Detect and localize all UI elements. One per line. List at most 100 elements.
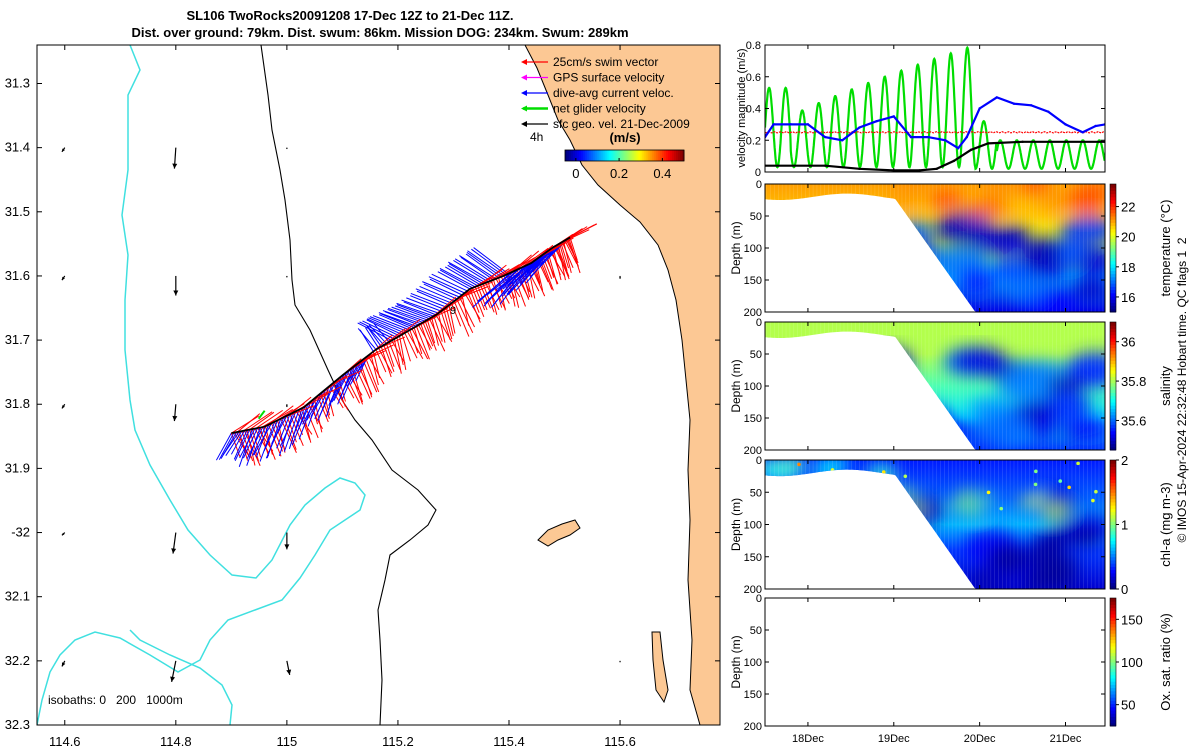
series-point	[926, 135, 930, 139]
land-area	[525, 45, 720, 725]
map-y-tick-label: 31.4	[5, 140, 30, 155]
section-y-tick-label: 200	[744, 584, 762, 596]
isobath-1000m-lower	[129, 629, 233, 725]
label-4h: 4h	[530, 130, 543, 144]
colorbar-tick-label: 16	[1121, 290, 1135, 305]
sfc-velocity-arrow	[61, 403, 66, 409]
map-colorbar-tick-label: 0	[572, 166, 579, 181]
sfc-velocity-arrow	[171, 532, 177, 554]
sfc-velocity-arrow	[170, 660, 177, 682]
velocity-ylabel: velocity magnitude (m/s)	[736, 48, 748, 167]
velocity-y-tick-label: 0.2	[746, 135, 761, 147]
series-point	[1047, 110, 1050, 113]
section-panel-1: 0 50 100 150 200 Depth (m) 16 18 20 22 temperature…	[729, 179, 1173, 319]
section-frame	[764, 597, 1106, 727]
velocity-y-tick-label: 0.6	[746, 72, 761, 84]
figure-title-line1: SL106 TwoRocks20091208 17-Dec 12Z to 21-…	[186, 8, 514, 23]
sfc-velocity-arrow	[619, 275, 621, 279]
series-point	[858, 167, 861, 171]
date-axis: 18Dec 19Dec 20Dec 21Dec	[792, 45, 1082, 745]
sfc-velocity-arrow	[286, 660, 292, 675]
map-y-ticks: 31.3 31.4 31.5 31.6 31.7 31.8 31.9 -32 32.1 32.2 3…	[5, 75, 720, 732]
series-point	[978, 107, 981, 110]
colorbar-tick-label: 35.8	[1121, 374, 1146, 389]
colorbar-tick-label: 20	[1121, 230, 1135, 245]
section-field	[765, 184, 1105, 312]
label-9: 9	[450, 305, 456, 317]
series-point	[918, 169, 921, 172]
section-y-tick-label: 200	[744, 307, 762, 319]
imos-note: © IMOS 15-Apr-2024 22:32:48 Hobart time.…	[1175, 237, 1189, 542]
series-point	[892, 115, 895, 118]
section-y-tick-label: 0	[756, 455, 762, 467]
map-x-tick-label: 115.6	[604, 734, 636, 749]
velocity-y-tick-label: 0.8	[746, 40, 761, 52]
series-point	[995, 96, 999, 99]
sfc-velocity-arrow	[286, 275, 288, 278]
colorbar-tick-label: 150	[1121, 612, 1143, 627]
map-x-tick-label: 115.2	[382, 734, 414, 749]
section-field	[765, 322, 1105, 450]
series-point	[935, 167, 938, 171]
date-tick-label: 19Dec	[878, 733, 910, 745]
map-colorbar-tick-label: 0.4	[653, 166, 671, 181]
isobath-200m	[260, 45, 437, 725]
series-sfc-velocity	[765, 140, 1105, 172]
colorbar-label: salinity	[1158, 366, 1173, 406]
map-y-tick-label: 31.7	[5, 332, 30, 347]
map-panel: 114.6 114.8 115 115.2 115.4 115.6 31.331.431.…	[5, 44, 721, 749]
series-point	[1021, 140, 1024, 144]
sfc-velocity-arrow	[61, 532, 66, 536]
colorbar-tick-label: 2	[1121, 453, 1128, 468]
section-field	[765, 460, 1105, 589]
legend-item: 25cm/s swim vector	[521, 55, 658, 69]
section-y-tick-label: 0	[756, 593, 762, 605]
map-y-tick-label: 31.3	[5, 75, 30, 90]
section-y-tick-label: 150	[744, 275, 762, 287]
section-y-tick-label: 0	[756, 179, 762, 191]
series-point	[1064, 140, 1067, 144]
velocity-y-tick-label: 0	[755, 167, 761, 179]
map-y-tick-label: 31.8	[5, 396, 30, 411]
date-tick-label: 21Dec	[1050, 733, 1082, 745]
section-y-tick-label: 50	[750, 349, 762, 361]
legend-item: net glider velocity	[521, 102, 646, 116]
section-ylabel: Depth (m)	[729, 221, 743, 274]
section-ylabel: Depth (m)	[729, 359, 743, 412]
colorbar-label: chl-a (mg m-3)	[1158, 482, 1173, 567]
section-ylabel: Depth (m)	[729, 498, 743, 551]
series-point	[823, 164, 827, 167]
section-y-tick-label: 200	[744, 445, 762, 457]
glider-swath	[215, 223, 598, 467]
rottnest-island	[537, 519, 581, 547]
series-point	[909, 135, 913, 139]
series-point	[965, 135, 968, 139]
series-point	[772, 123, 775, 126]
date-tick-label: 20Dec	[964, 733, 996, 745]
legend-label: dive-avg current veloc.	[553, 86, 674, 100]
section-colorbar: 0 1 2 chl-a (mg m-3)	[1109, 453, 1173, 597]
series-point	[858, 126, 861, 129]
garden-island	[651, 631, 669, 704]
colorbar-tick-label: 100	[1121, 655, 1143, 670]
legend-arrowhead	[521, 121, 527, 127]
series-point	[1094, 124, 1097, 128]
section-y-tick-label: 200	[744, 721, 762, 733]
map-y-tick-label: 31.6	[5, 268, 30, 283]
isobath-label: isobaths: 0 200 1000m	[48, 693, 183, 707]
section-y-tick-label: 100	[744, 657, 762, 669]
colorbar-label: temperature (°C)	[1158, 200, 1173, 297]
map-frame	[36, 44, 721, 726]
series-point	[789, 123, 792, 126]
map-x-tick-label: 115	[277, 734, 298, 749]
coastline	[524, 45, 701, 725]
colorbar-tick-label: 1	[1121, 518, 1128, 533]
section-y-tick-label: 50	[750, 487, 762, 499]
colorbar-tick-label: 0	[1121, 582, 1128, 597]
section-panel-4: 0 50 100 150 200 Depth (m) 50 100 150 Ox. sat. ra…	[729, 593, 1173, 733]
series-swim-speed	[765, 131, 1105, 134]
map-y-tick-label: 31.5	[5, 204, 30, 219]
section-panel-3: 0 50 100 150 200 Depth (m) 0 1 2 chl-a (mg m-3)	[729, 453, 1173, 597]
velocity-panel: 0 0.2 0.4 0.6 0.8 velocity magnitude (m/s)	[736, 40, 1106, 179]
